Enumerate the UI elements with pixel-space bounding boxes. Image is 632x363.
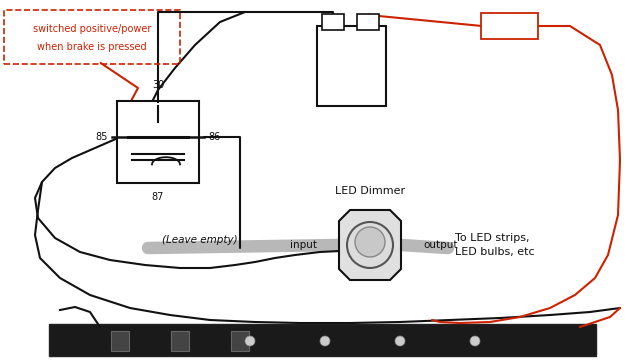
Circle shape [245, 336, 255, 346]
Text: To LED strips,
LED bulbs, etc: To LED strips, LED bulbs, etc [455, 233, 535, 257]
Text: 85: 85 [95, 132, 108, 142]
FancyBboxPatch shape [231, 331, 249, 351]
FancyBboxPatch shape [117, 101, 199, 183]
Circle shape [347, 222, 393, 268]
FancyBboxPatch shape [358, 14, 379, 30]
Text: +: + [363, 11, 374, 25]
Text: 86: 86 [208, 132, 220, 142]
Circle shape [355, 227, 385, 257]
FancyBboxPatch shape [322, 14, 344, 30]
Text: input: input [290, 240, 317, 250]
Circle shape [320, 336, 330, 346]
Text: fuse: fuse [497, 21, 521, 31]
Polygon shape [339, 210, 401, 280]
FancyBboxPatch shape [317, 26, 386, 106]
Text: switched positive/power: switched positive/power [33, 24, 151, 34]
Text: when brake is pressed: when brake is pressed [37, 42, 147, 52]
Text: 87: 87 [152, 192, 164, 202]
FancyBboxPatch shape [49, 324, 596, 356]
Text: output: output [423, 240, 458, 250]
Text: (Leave empty): (Leave empty) [162, 235, 238, 245]
Text: LED Dimmer: LED Dimmer [335, 186, 405, 196]
Text: −: − [327, 11, 339, 25]
Text: 30: 30 [152, 80, 164, 90]
FancyBboxPatch shape [171, 331, 189, 351]
FancyBboxPatch shape [481, 13, 538, 39]
FancyBboxPatch shape [111, 331, 129, 351]
Circle shape [470, 336, 480, 346]
Text: 87a: 87a [154, 124, 171, 133]
Circle shape [395, 336, 405, 346]
